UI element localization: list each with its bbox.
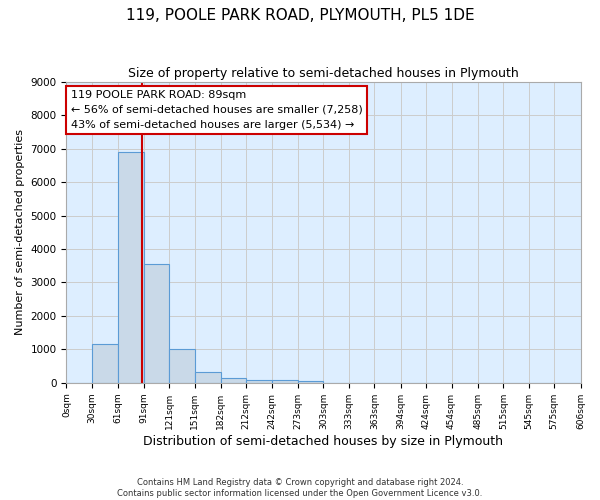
Bar [194, 372, 221, 383]
Text: 119, POOLE PARK ROAD, PLYMOUTH, PL5 1DE: 119, POOLE PARK ROAD, PLYMOUTH, PL5 1DE [125, 8, 475, 22]
Text: 119 POOLE PARK ROAD: 89sqm
← 56% of semi-detached houses are smaller (7,258)
43%: 119 POOLE PARK ROAD: 89sqm ← 56% of semi… [71, 90, 362, 130]
Bar [118, 152, 143, 383]
Bar [92, 344, 118, 383]
Bar [169, 350, 194, 383]
Bar [298, 381, 323, 383]
Title: Size of property relative to semi-detached houses in Plymouth: Size of property relative to semi-detach… [128, 68, 519, 80]
Y-axis label: Number of semi-detached properties: Number of semi-detached properties [15, 130, 25, 336]
X-axis label: Distribution of semi-detached houses by size in Plymouth: Distribution of semi-detached houses by … [143, 434, 503, 448]
Bar [221, 378, 246, 383]
Text: Contains HM Land Registry data © Crown copyright and database right 2024.
Contai: Contains HM Land Registry data © Crown c… [118, 478, 482, 498]
Bar [272, 380, 298, 383]
Bar [246, 380, 272, 383]
Bar [143, 264, 169, 383]
